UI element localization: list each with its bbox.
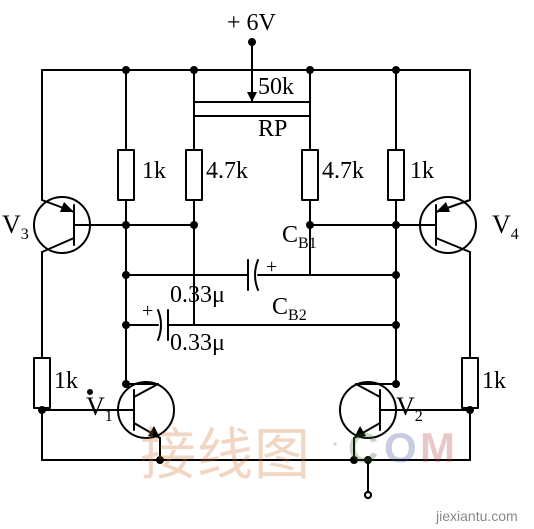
v1-label: V1 (86, 392, 113, 426)
cb2-name: CB2 (272, 294, 307, 325)
rp-name: RP (258, 116, 287, 143)
v4-sub: 4 (511, 226, 519, 243)
cb1-plus: + (266, 256, 277, 279)
v3-label: V3 (2, 210, 29, 244)
r-right-lower: 1k (482, 368, 506, 395)
watermark-com-c: C (348, 424, 379, 472)
cb1-name-sub: B1 (298, 235, 317, 252)
v4-label: V4 (492, 210, 519, 244)
v2-label: V2 (396, 392, 423, 426)
r-left-lower: 1k (54, 368, 78, 395)
cb1-name: CB1 (282, 222, 317, 253)
watermark-footer: jiexiantu.com (436, 508, 518, 524)
v1-sub: 1 (105, 408, 113, 425)
v1-main: V (86, 392, 105, 421)
r-left-upper: 1k (142, 158, 166, 185)
cb1-name-main: C (282, 222, 298, 248)
watermark-com-m: M (420, 424, 456, 472)
v2-main: V (396, 392, 415, 421)
supply-label: + 6V (227, 10, 276, 37)
watermark-main: 接线图 (140, 410, 311, 491)
cb1-value: 0.33μ (170, 282, 225, 309)
cb2-name-main: C (272, 294, 288, 320)
v3-main: V (2, 210, 21, 239)
r-right-upper: 1k (410, 158, 434, 185)
cb2-plus: + (142, 300, 153, 323)
r-in-left: 4.7k (206, 158, 248, 185)
v4-main: V (492, 210, 511, 239)
v3-sub: 3 (21, 226, 29, 243)
rp-value: 50k (258, 74, 294, 101)
v2-sub: 2 (415, 408, 423, 425)
cb2-name-sub: B2 (288, 307, 307, 324)
watermark-com-o: O (384, 424, 418, 472)
r-in-right: 4.7k (322, 158, 364, 185)
watermark-dot: · (330, 426, 341, 460)
cb2-value: 0.33μ (170, 330, 225, 357)
